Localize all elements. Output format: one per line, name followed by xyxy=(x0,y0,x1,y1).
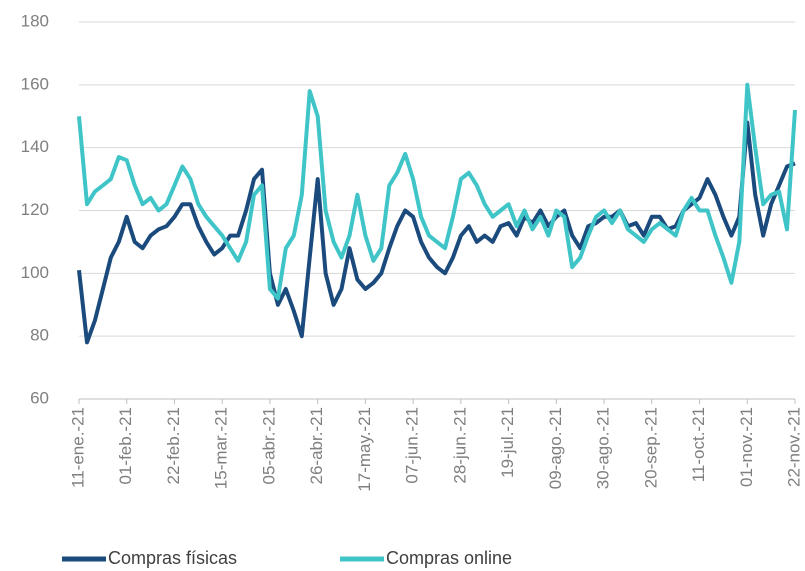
y-tick-label: 100 xyxy=(21,263,49,282)
series-line xyxy=(77,82,797,301)
x-tick-label: 19-jul.-21 xyxy=(498,407,517,478)
x-tick-label: 22-feb.-21 xyxy=(164,407,183,485)
x-tick-label: 17-may.-21 xyxy=(355,407,374,492)
y-tick-label: 140 xyxy=(21,137,49,156)
x-tick-label: 01-nov.-21 xyxy=(737,407,756,487)
y-tick-label: 160 xyxy=(21,74,49,93)
legend-label: Compras físicas xyxy=(108,548,237,568)
x-tick-label: 26-abr.-21 xyxy=(307,407,326,485)
x-tick-label: 20-sep.-21 xyxy=(641,407,660,488)
x-tick-label: 22-nov.-21 xyxy=(784,407,803,487)
series-line xyxy=(77,120,796,345)
x-tick-label: 11-ene.-21 xyxy=(68,407,87,488)
x-tick-label: 07-jun.-21 xyxy=(403,407,422,484)
y-tick-label: 60 xyxy=(30,388,49,407)
legend-label: Compras online xyxy=(386,548,512,568)
y-tick-label: 180 xyxy=(21,11,49,30)
x-tick-label: 11-oct.-21 xyxy=(689,407,708,482)
x-tick-label: 28-jun.-21 xyxy=(450,407,469,484)
x-tick-label: 01-feb.-21 xyxy=(116,407,135,485)
x-tick-label: 09-ago.-21 xyxy=(546,407,565,489)
x-tick-label: 15-mar.-21 xyxy=(212,407,231,489)
y-tick-label: 80 xyxy=(30,326,49,345)
x-tick-label: 30-ago.-21 xyxy=(594,407,613,489)
y-tick-label: 120 xyxy=(21,200,49,219)
x-tick-label: 05-abr.-21 xyxy=(259,407,278,485)
